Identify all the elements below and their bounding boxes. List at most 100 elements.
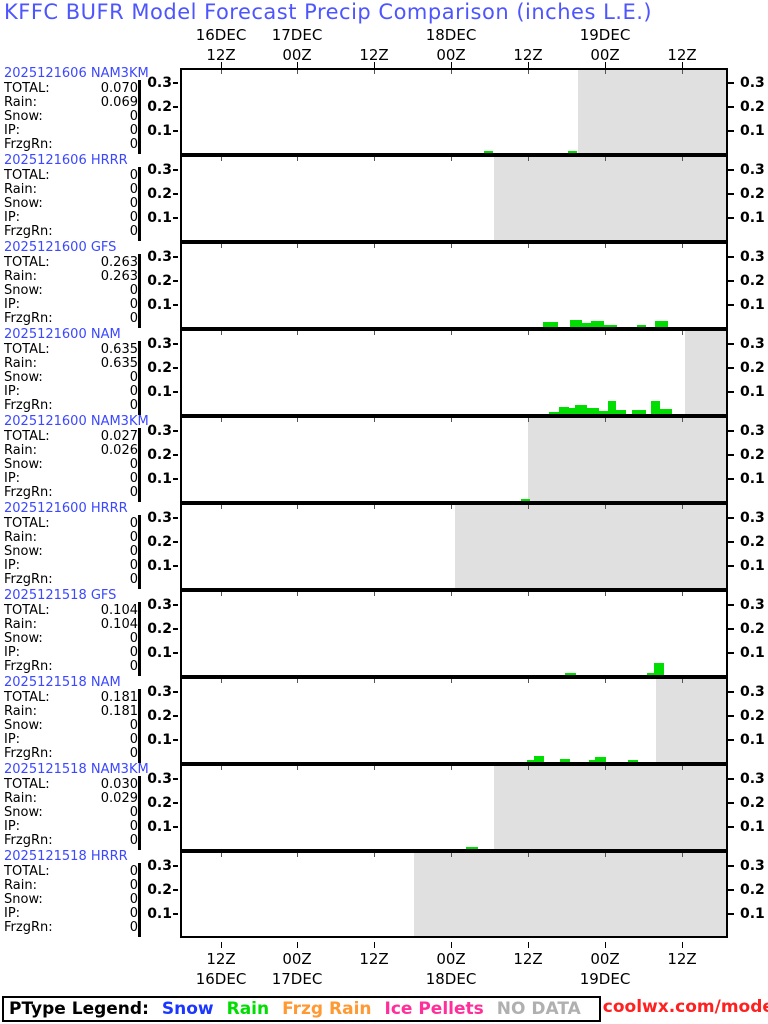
precip-bar	[608, 401, 616, 414]
top-axis-hour-label: 12Z	[359, 46, 389, 64]
model-run-header: 2025121518 NAM3KM	[4, 762, 149, 777]
plot-tick-mark	[528, 244, 529, 248]
stat-value: 0	[129, 833, 138, 848]
stat-label: TOTAL:	[4, 777, 50, 792]
stat-label: IP:	[4, 732, 21, 747]
y-axis-tick-right	[728, 777, 734, 780]
precip-bar	[543, 322, 558, 327]
y-axis-label-left: 0.3	[147, 770, 172, 787]
stat-label: FrzgRn:	[4, 833, 53, 848]
stat-value: 0	[129, 516, 138, 531]
y-axis-tick-right	[728, 564, 734, 567]
stat-label: Rain:	[4, 182, 37, 197]
model-run-header: 2025121600 GFS	[4, 240, 117, 255]
stat-value: 0	[129, 530, 138, 545]
model-panel: 2025121606 HRRR TOTAL: 0 Rain: 0 Snow: 0 IP: 0 Fr…	[0, 153, 768, 242]
model-panel: 2025121600 HRRR TOTAL: 0 Rain: 0 Snow: 0 IP: 0 Fr…	[0, 501, 768, 590]
y-axis-tick-left	[173, 192, 178, 195]
stat-label: TOTAL:	[4, 864, 50, 879]
stat-value: 0	[129, 485, 138, 500]
y-axis-label-right: 0.2	[740, 620, 765, 637]
top-axis-hour-label: 00Z	[590, 46, 620, 64]
plot-tick-mark	[528, 853, 529, 857]
bottom-axis-hour-label: 12Z	[513, 950, 543, 968]
model-panel: 2025121600 NAM TOTAL: 0.635 Rain: 0.635 Snow:…	[0, 327, 768, 416]
y-axis-label-right: 0.1	[740, 122, 765, 139]
no-data-region	[528, 418, 726, 501]
plot-tick-mark	[297, 592, 298, 596]
y-axis-label-left: 0.3	[147, 596, 172, 613]
plot-tick-mark	[374, 70, 375, 74]
y-axis-tick-right	[728, 279, 734, 282]
panel-divider	[138, 863, 141, 937]
stat-label: Rain:	[4, 878, 37, 893]
stat-label: TOTAL:	[4, 255, 50, 270]
model-run-header: 2025121600 NAM3KM	[4, 414, 149, 429]
panel-divider	[138, 515, 141, 589]
panel-info: 2025121606 NAM3KM TOTAL: 0.070 Rain: 0.069 Sn…	[2, 66, 149, 155]
y-axis-tick-right	[728, 429, 734, 432]
plot-tick-mark	[451, 592, 452, 596]
y-axis-label-left: 0.2	[147, 272, 172, 289]
stat-value: 0	[129, 384, 138, 399]
plot-tick-mark	[374, 505, 375, 509]
plot-tick-mark	[682, 679, 683, 683]
stat-value: 0	[129, 297, 138, 312]
stat-label: Snow:	[4, 283, 43, 298]
y-axis-label-right: 0.1	[740, 209, 765, 226]
y-axis-label-left: 0.3	[147, 683, 172, 700]
plot-tick-mark	[374, 766, 375, 770]
y-axis-tick-left	[173, 627, 178, 630]
precip-bar	[595, 757, 606, 762]
plot-tick-mark	[528, 331, 529, 335]
y-axis-tick-left	[173, 777, 178, 780]
y-axis-tick-right	[728, 801, 734, 804]
plot-tick-mark	[605, 157, 606, 161]
y-axis-label-right: 0.2	[740, 272, 765, 289]
credit-link[interactable]: coolwx.com/modelts	[602, 997, 768, 1017]
panel-divider	[138, 776, 141, 850]
plot-tick-mark	[374, 331, 375, 335]
y-axis-tick-left	[173, 801, 178, 804]
model-run-header: 2025121518 GFS	[4, 588, 117, 603]
panel-divider	[138, 254, 141, 328]
plot-tick-mark	[451, 418, 452, 422]
panel-divider	[138, 167, 141, 241]
stat-value: 0.026	[100, 443, 138, 458]
y-axis-tick-left	[173, 516, 178, 519]
y-axis-tick-right	[728, 342, 734, 345]
y-axis-label-left: 0.1	[147, 209, 172, 226]
no-data-region	[656, 679, 726, 762]
bottom-axis-hour-label: 00Z	[282, 950, 312, 968]
y-axis-label-left: 0.3	[147, 335, 172, 352]
stat-value: 0.635	[100, 356, 138, 371]
top-axis-tick-mark	[682, 62, 683, 68]
panel-info: 2025121600 NAM3KM TOTAL: 0.027 Rain: 0.026 Sn…	[2, 414, 149, 503]
stat-value: 0.029	[100, 791, 138, 806]
plot-tick-mark	[297, 418, 298, 422]
stat-value: 0	[129, 572, 138, 587]
stat-value: 0.104	[100, 603, 138, 618]
stat-value: 0.030	[100, 777, 138, 792]
panel-plot-area	[180, 677, 728, 764]
plot-tick-mark	[682, 244, 683, 248]
plot-tick-mark	[297, 157, 298, 161]
y-axis-tick-right	[728, 627, 734, 630]
stat-value: 0	[129, 645, 138, 660]
panel-info: 2025121518 HRRR TOTAL: 0 Rain: 0 Snow: 0 IP: 0 Fr…	[2, 849, 138, 938]
plot-tick-mark	[221, 853, 222, 857]
stat-label: IP:	[4, 471, 21, 486]
precip-bar	[616, 410, 626, 414]
plot-tick-mark	[682, 70, 683, 74]
plot-tick-mark	[297, 70, 298, 74]
stat-value: 0.070	[100, 81, 138, 96]
stat-label: Snow:	[4, 544, 43, 559]
precip-bar	[589, 760, 597, 762]
stat-label: Snow:	[4, 892, 43, 907]
plot-tick-mark	[451, 244, 452, 248]
stat-label: Rain:	[4, 791, 37, 806]
y-axis-label-right: 0.1	[740, 818, 765, 835]
top-axis-tick-mark	[528, 62, 529, 68]
y-axis-label-right: 0.1	[740, 644, 765, 661]
stat-value: 0.104	[100, 617, 138, 632]
